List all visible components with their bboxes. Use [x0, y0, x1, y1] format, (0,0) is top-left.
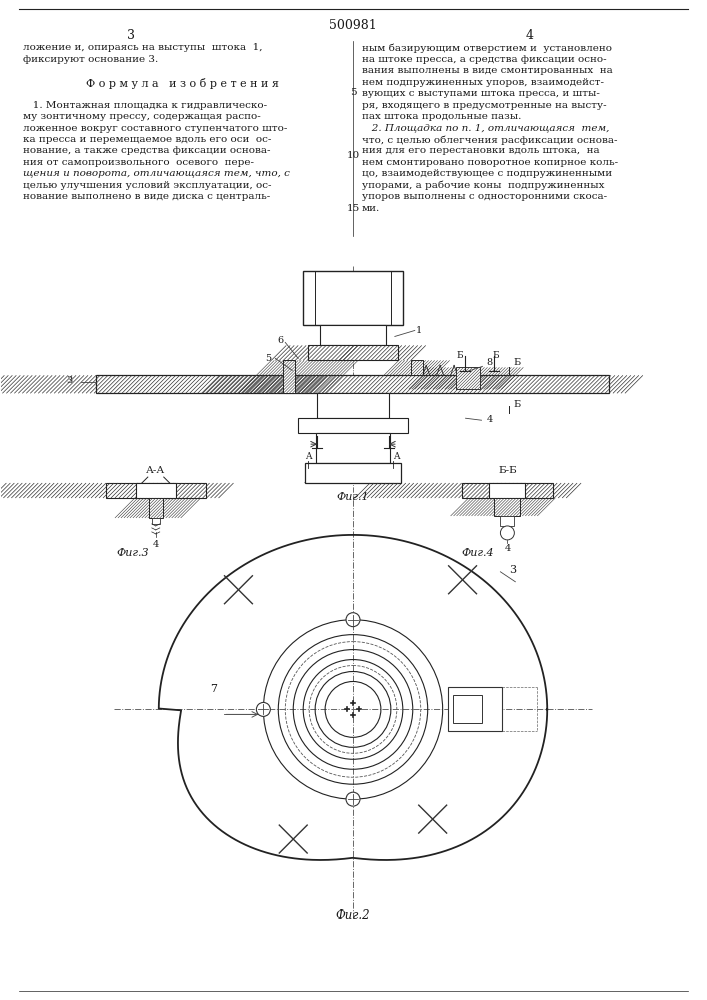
- Text: 7: 7: [210, 684, 217, 694]
- Text: пах штока продольные пазы.: пах штока продольные пазы.: [362, 112, 521, 121]
- Bar: [136, 483, 176, 498]
- Bar: [298, 418, 408, 433]
- Text: ным базирующим отверстием и  установлено: ным базирующим отверстием и установлено: [362, 43, 612, 53]
- Text: 6: 6: [277, 336, 284, 345]
- Text: на штоке пресса, а средства фиксации осно-: на штоке пресса, а средства фиксации осн…: [362, 55, 607, 64]
- Text: целью улучшения условий эксплуатации, ос-: целью улучшения условий эксплуатации, ос…: [23, 181, 271, 190]
- Bar: [452, 695, 482, 723]
- Text: ложенное вокруг составного ступенчатого што-: ложенное вокруг составного ступенчатого …: [23, 124, 288, 133]
- Text: ка пресса и перемещаемое вдоль его оси  ос-: ка пресса и перемещаемое вдоль его оси о…: [23, 135, 271, 144]
- Text: 2. Площадка по п. 1, отличающаяся  тем,: 2. Площадка по п. 1, отличающаяся тем,: [362, 124, 609, 133]
- Text: фиксируют основание 3.: фиксируют основание 3.: [23, 55, 158, 64]
- Text: 3: 3: [509, 565, 516, 575]
- Text: 4: 4: [486, 415, 493, 424]
- Circle shape: [501, 526, 515, 540]
- Text: вания выполнены в виде смонтированных  на: вания выполнены в виде смонтированных на: [362, 66, 613, 75]
- Bar: [462, 483, 553, 498]
- Text: 8: 8: [486, 358, 493, 367]
- Text: ложение и, опираясь на выступы  штока  1,: ложение и, опираясь на выступы штока 1,: [23, 43, 263, 52]
- Text: вующих с выступами штока пресса, и шты-: вующих с выступами штока пресса, и шты-: [362, 89, 600, 98]
- Text: 1. Монтажная площадка к гидравлическо-: 1. Монтажная площадка к гидравлическо-: [23, 101, 267, 110]
- Text: щения и поворота, отличающаяся тем, что, с: щения и поворота, отличающаяся тем, что,…: [23, 169, 290, 178]
- Text: нование, а также средства фиксации основа-: нование, а также средства фиксации основ…: [23, 146, 271, 155]
- Bar: [308, 345, 398, 360]
- Text: 500981: 500981: [329, 19, 377, 32]
- Text: Б: Б: [457, 351, 463, 360]
- Text: нем смонтировано поворотное копирное коль-: нем смонтировано поворотное копирное кол…: [362, 158, 618, 167]
- Bar: [455, 367, 481, 389]
- Bar: [284, 360, 296, 393]
- Text: ния для его перестановки вдоль штока,  на: ния для его перестановки вдоль штока, на: [362, 146, 600, 155]
- Text: 10: 10: [346, 151, 360, 160]
- Bar: [316, 433, 390, 463]
- Circle shape: [346, 613, 360, 627]
- Bar: [317, 393, 389, 418]
- Bar: [152, 518, 160, 524]
- Text: Б-Б: Б-Б: [498, 466, 517, 475]
- Circle shape: [346, 792, 360, 806]
- Text: Б: Б: [493, 351, 499, 360]
- Bar: [448, 687, 503, 731]
- Bar: [501, 516, 515, 526]
- Bar: [494, 498, 520, 516]
- Text: А-А: А-А: [146, 466, 165, 475]
- Text: Фиг.3: Фиг.3: [116, 548, 148, 558]
- Text: 5: 5: [265, 354, 271, 363]
- Text: нем подпружиненных упоров, взаимодейст-: нем подпружиненных упоров, взаимодейст-: [362, 78, 604, 87]
- Text: цо, взаимодействующее с подпружиненными: цо, взаимодействующее с подпружиненными: [362, 169, 612, 178]
- Text: Фиг.1: Фиг.1: [337, 492, 369, 502]
- Text: 4: 4: [153, 540, 159, 549]
- Text: 5: 5: [350, 88, 356, 97]
- Bar: [489, 483, 525, 498]
- Bar: [106, 483, 206, 498]
- Circle shape: [257, 702, 270, 716]
- Text: Ф о р м у л а   и з о б р е т е н и я: Ф о р м у л а и з о б р е т е н и я: [72, 78, 279, 89]
- Text: что, с целью облегчения расфиксации основа-: что, с целью облегчения расфиксации осно…: [362, 135, 617, 145]
- Bar: [411, 360, 423, 375]
- Text: ния от самопроизвольного  осевого  пере-: ния от самопроизвольного осевого пере-: [23, 158, 255, 167]
- Text: Фиг.4: Фиг.4: [462, 548, 494, 558]
- Text: 3: 3: [127, 29, 135, 42]
- Text: A: A: [305, 452, 311, 461]
- Text: ми.: ми.: [362, 204, 380, 213]
- Text: 4: 4: [525, 29, 533, 42]
- Text: Б: Б: [514, 400, 521, 409]
- Text: нование выполнено в виде диска с централь-: нование выполнено в виде диска с централ…: [23, 192, 271, 201]
- Text: 4: 4: [504, 544, 510, 553]
- Bar: [303, 271, 403, 325]
- Text: Б: Б: [514, 358, 521, 367]
- Bar: [148, 498, 163, 518]
- Text: упоров выполнены с односторонними скоса-: упоров выполнены с односторонними скоса-: [362, 192, 607, 201]
- Bar: [305, 463, 401, 483]
- Text: 15: 15: [346, 204, 360, 213]
- Text: му зонтичному прессу, содержащая распо-: му зонтичному прессу, содержащая распо-: [23, 112, 261, 121]
- Text: ря, входящего в предусмотренные на высту-: ря, входящего в предусмотренные на высту…: [362, 101, 607, 110]
- Text: 3: 3: [66, 376, 72, 385]
- Text: 1: 1: [416, 326, 422, 335]
- Bar: [320, 325, 386, 345]
- Text: Фиг.2: Фиг.2: [336, 909, 370, 922]
- Bar: [96, 375, 609, 393]
- Text: упорами, а рабочие коны  подпружиненных: упорами, а рабочие коны подпружиненных: [362, 181, 604, 190]
- Text: A: A: [393, 452, 399, 461]
